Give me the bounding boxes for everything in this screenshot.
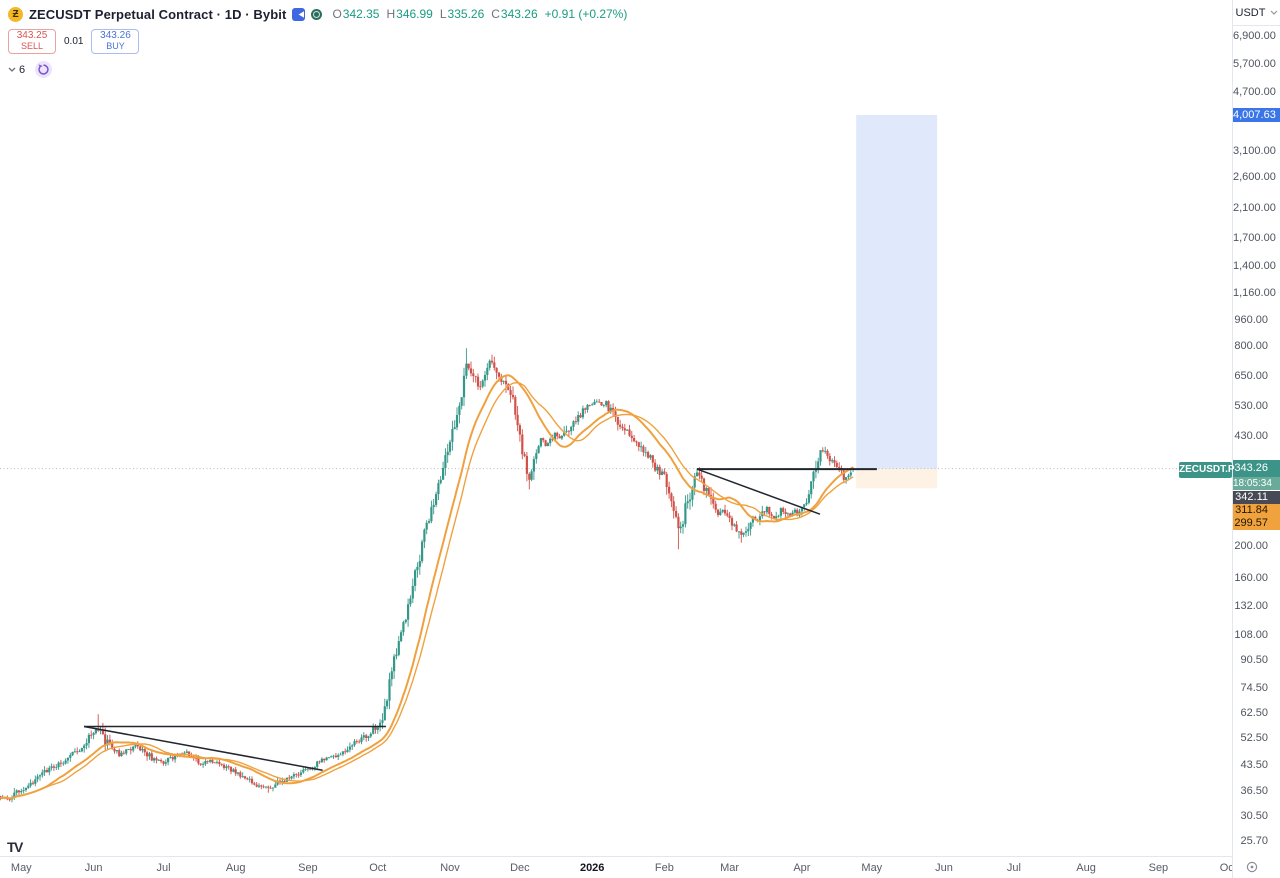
price-tick: 430.00 bbox=[1234, 429, 1268, 442]
object-count: 6 bbox=[19, 63, 26, 76]
spread-value: 0.01 bbox=[64, 35, 84, 47]
object-tree-toggle[interactable]: 6 bbox=[8, 64, 25, 76]
price-tick: 960.00 bbox=[1234, 314, 1268, 327]
time-tick: Sep bbox=[298, 862, 318, 874]
change-value: +0.91 (+0.27%) bbox=[544, 7, 628, 21]
time-tick: Jul bbox=[156, 862, 171, 874]
time-tick: Oct bbox=[369, 862, 387, 874]
time-tick: Aug bbox=[1076, 862, 1096, 874]
low-label: L bbox=[439, 7, 447, 21]
price-tick: 74.50 bbox=[1240, 681, 1268, 694]
time-tick: Apr bbox=[793, 862, 811, 874]
price-tick: 650.00 bbox=[1234, 370, 1268, 383]
price-tick: 3,100.00 bbox=[1233, 145, 1276, 158]
price-tick: 800.00 bbox=[1234, 340, 1268, 353]
high-value: 346.99 bbox=[396, 7, 433, 21]
price-tick: 1,700.00 bbox=[1233, 231, 1276, 244]
symbol-row: Ƶ ZECUSDT Perpetual Contract · 1D · Bybi… bbox=[8, 5, 627, 23]
zec-coin-icon: Ƶ bbox=[8, 6, 23, 22]
chevron-down-icon bbox=[8, 67, 16, 72]
last-price-block: 343.26 18:05:34 bbox=[1233, 460, 1280, 490]
high-label: H bbox=[386, 7, 396, 21]
order-panel: 343.25 SELL 0.01 343.26 BUY bbox=[2, 28, 627, 54]
price-tick: 6,900.00 bbox=[1233, 30, 1276, 43]
price-tick: 62.50 bbox=[1240, 707, 1268, 720]
sell-price: 343.25 bbox=[16, 29, 48, 41]
price-tick: 160.00 bbox=[1234, 571, 1268, 584]
price-tick: 2,100.00 bbox=[1233, 201, 1276, 214]
market-status-icon[interactable] bbox=[311, 8, 323, 20]
price-tick: 30.50 bbox=[1240, 810, 1268, 823]
close-label: C bbox=[491, 7, 500, 21]
moving-average-line[interactable] bbox=[0, 382, 854, 799]
symbol-price-tag: ZECUSDT.P bbox=[1179, 462, 1235, 478]
price-axis[interactable]: USDT 6,900.00 5,700.00 4,700.00 3,100.00 2,6… bbox=[1232, 0, 1280, 878]
price-tick: 108.00 bbox=[1234, 628, 1268, 641]
time-tick: Jun bbox=[84, 862, 103, 874]
currency-selector[interactable]: USDT bbox=[1233, 0, 1280, 26]
object-tree-row: 6 bbox=[8, 61, 627, 78]
price-tick: 200.00 bbox=[1234, 539, 1268, 552]
open-value: 342.35 bbox=[342, 7, 380, 21]
time-tick: Jul bbox=[1006, 862, 1021, 874]
price-tick: 36.50 bbox=[1240, 784, 1268, 797]
time-tick: Sep bbox=[1148, 862, 1169, 874]
axis-settings-icon[interactable] bbox=[1246, 861, 1258, 873]
low-value: 335.26 bbox=[447, 7, 485, 21]
price-tick: 25.70 bbox=[1240, 835, 1268, 848]
time-tick: Mar bbox=[720, 862, 740, 874]
ohlc-values: O 342.35 H 346.99 L 335.26 C 343.26 +0.91 (+… bbox=[332, 7, 627, 21]
long-position-stop-zone[interactable] bbox=[856, 468, 938, 489]
price-tick: 5,700.00 bbox=[1233, 57, 1276, 70]
time-tick: May bbox=[10, 862, 32, 874]
symbol-title[interactable]: ZECUSDT Perpetual Contract · 1D · Bybit bbox=[29, 6, 287, 22]
candle-wicks-up bbox=[2, 348, 854, 803]
refresh-icon[interactable] bbox=[35, 61, 53, 78]
time-tick: May bbox=[861, 862, 883, 874]
price-tick: 530.00 bbox=[1234, 399, 1268, 412]
chevron-down-icon bbox=[1271, 10, 1278, 15]
currency-label: USDT bbox=[1235, 6, 1266, 19]
trend-line[interactable] bbox=[696, 468, 821, 515]
sell-button[interactable]: 343.25 SELL bbox=[8, 28, 56, 54]
price-chart-canvas[interactable] bbox=[0, 0, 1232, 856]
tradingview-logo[interactable]: TV bbox=[7, 839, 23, 855]
bybit-logo-icon bbox=[292, 7, 306, 21]
buy-label: BUY bbox=[106, 41, 125, 51]
open-label: O bbox=[332, 7, 342, 21]
long-position-profit-zone[interactable] bbox=[856, 115, 938, 469]
last-price-label: 343.26 bbox=[1233, 460, 1280, 477]
candle-bodies-up bbox=[1, 360, 855, 800]
buy-price: 343.26 bbox=[100, 29, 131, 41]
time-tick: 2026 bbox=[579, 862, 605, 874]
time-tick: Dec bbox=[510, 862, 530, 874]
bar-countdown: 18:05:34 bbox=[1233, 477, 1280, 490]
price-tick: 43.50 bbox=[1240, 759, 1268, 772]
price-tick: 132.00 bbox=[1234, 599, 1268, 612]
ma-slow-price-label: 299.57 bbox=[1233, 517, 1280, 530]
chart-legend: Ƶ ZECUSDT Perpetual Contract · 1D · Bybi… bbox=[8, 5, 627, 78]
time-tick: Jun bbox=[935, 862, 953, 874]
price-tick: 90.50 bbox=[1240, 653, 1268, 666]
trend-line[interactable] bbox=[83, 725, 323, 771]
sell-label: SELL bbox=[20, 41, 44, 51]
time-axis[interactable]: May Jun Jul Aug Sep Oct Nov Dec 2026 Feb Mar Apr May… bbox=[0, 856, 1232, 878]
price-tick: 1,160.00 bbox=[1233, 286, 1276, 299]
close-value: 343.26 bbox=[500, 7, 538, 21]
time-tick: Oct bbox=[1219, 862, 1232, 874]
entry-price-label: 342.11 bbox=[1233, 491, 1280, 504]
buy-button[interactable]: 343.26 BUY bbox=[91, 28, 140, 54]
price-tick: 52.50 bbox=[1240, 732, 1268, 745]
price-tick: 2,600.00 bbox=[1233, 170, 1276, 183]
ma-fast-price-label: 311.84 bbox=[1233, 504, 1280, 517]
price-tick: 4,700.00 bbox=[1233, 85, 1276, 98]
time-tick: Aug bbox=[225, 862, 246, 874]
price-tick: 1,400.00 bbox=[1233, 259, 1276, 272]
time-tick: Nov bbox=[440, 862, 460, 874]
time-tick: Feb bbox=[654, 862, 674, 874]
target-price-label: 4,007.63 bbox=[1233, 108, 1280, 122]
moving-average-line[interactable] bbox=[0, 374, 854, 800]
